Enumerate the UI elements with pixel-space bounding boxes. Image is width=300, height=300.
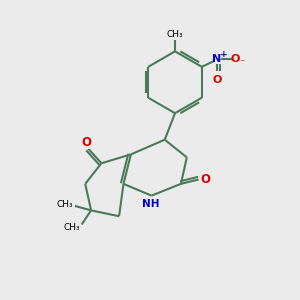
Text: O: O [200,173,210,186]
Text: O: O [82,136,92,148]
Text: N: N [212,55,222,64]
Text: CH₃: CH₃ [167,30,183,39]
Text: +: + [220,50,227,59]
Text: O: O [212,75,222,85]
Text: CH₃: CH₃ [63,223,80,232]
Text: O: O [231,55,240,64]
Text: CH₃: CH₃ [56,200,73,209]
Text: ⁻: ⁻ [239,58,244,68]
Text: NH: NH [142,199,160,209]
